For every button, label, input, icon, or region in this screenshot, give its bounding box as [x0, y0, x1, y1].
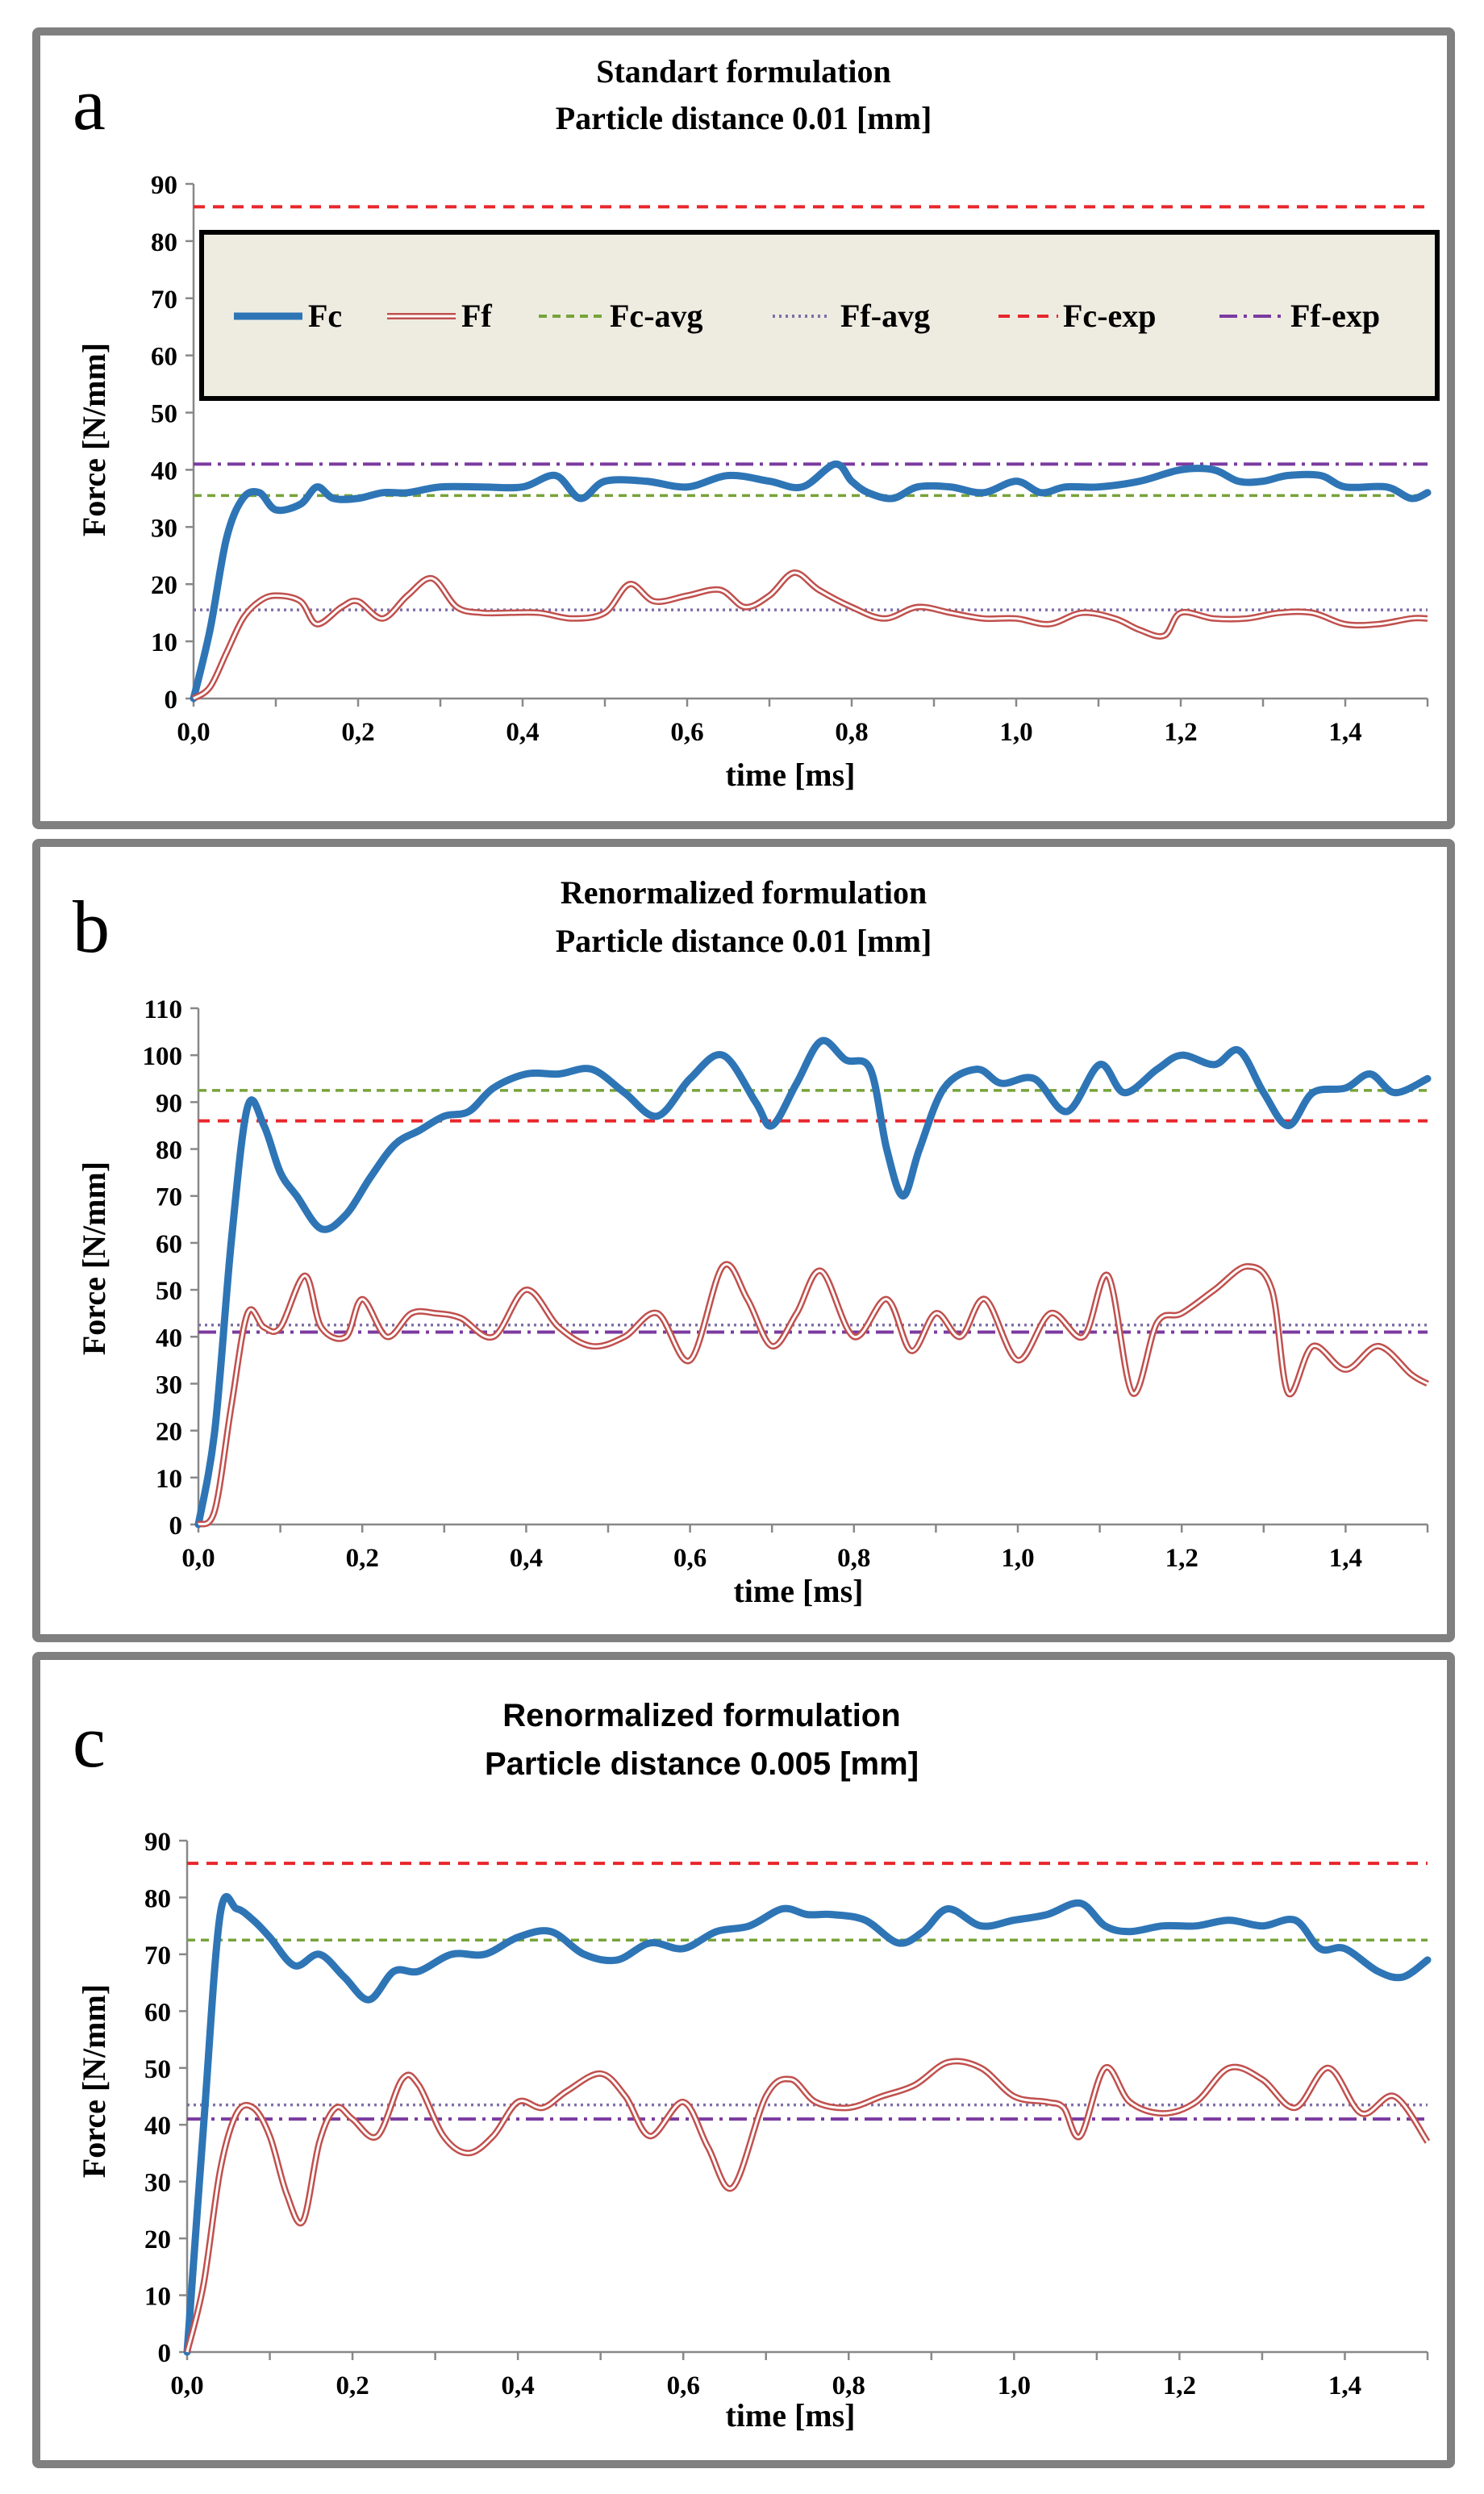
legend-label-ff-exp: Ff-exp	[1290, 298, 1380, 334]
x-tick-label: 0,2	[336, 2371, 369, 2400]
x-tick-label: 1,0	[999, 718, 1032, 747]
y-tick-label: 40	[151, 457, 177, 486]
y-tick-label: 70	[144, 1941, 171, 1971]
y-tick-label: 60	[151, 343, 177, 372]
panel-b-plot: 0 10 20 30 40 50 60 70 80 90 100 110 0,0 0,2 0,4 0,6 0,8…	[143, 995, 1432, 1573]
panel-c-xlabel: time [ms]	[725, 2397, 855, 2434]
y-tick-label: 50	[151, 400, 177, 429]
y-tick-label: 90	[144, 1828, 171, 1857]
y-tick-label: 100	[143, 1042, 183, 1071]
panel-c-ylabel: Force [N/mm]	[76, 1984, 112, 2178]
y-tick-label: 70	[156, 1183, 182, 1212]
panel-a-frame	[32, 27, 1455, 829]
legend-label-fc: Fc	[308, 298, 342, 334]
x-tick-label: 0,6	[667, 2371, 700, 2400]
panel-a-xlabel: time [ms]	[725, 757, 855, 793]
series-ff-line-inner	[193, 571, 1428, 700]
series-ff-line	[196, 1261, 1430, 1528]
panel-a-title-line2: Particle distance 0.01 [mm]	[556, 100, 932, 136]
y-tick-label: 0	[169, 1512, 183, 1541]
panel-b-xlabel: time [ms]	[733, 1573, 863, 1609]
panel-a-letter: a	[73, 63, 106, 145]
x-tick-label: 0,8	[835, 718, 868, 747]
y-tick-label: 50	[156, 1277, 182, 1306]
panel-b-letter: b	[73, 886, 110, 968]
series-ff-line-inner	[186, 2059, 1429, 2353]
legend-label-ff-avg: Ff-avg	[840, 298, 930, 334]
x-tick-label: 1,4	[1328, 2371, 1361, 2400]
x-tick-label: 1,2	[1165, 1544, 1198, 1573]
y-tick-label: 50	[144, 2055, 171, 2084]
y-tick-label: 80	[156, 1136, 182, 1166]
x-tick-label: 0,8	[832, 2371, 865, 2400]
x-tick-label: 0,0	[170, 2371, 203, 2400]
x-tick-label: 0,4	[510, 1544, 543, 1573]
panel-b-title-line2: Particle distance 0.01 [mm]	[556, 923, 932, 959]
panel-b-ylabel: Force [N/mm]	[76, 1162, 112, 1355]
x-tick-label: 1,2	[1163, 2371, 1196, 2400]
x-tick-label: 0,6	[670, 718, 703, 747]
y-tick-label: 20	[144, 2225, 171, 2254]
x-tick-label: 0,8	[837, 1544, 870, 1573]
panel-c-frame	[32, 1652, 1455, 2468]
x-tick-label: 0,0	[181, 1544, 215, 1573]
x-tick-label: 1,4	[1328, 718, 1361, 747]
series-fc-line	[190, 460, 1432, 703]
panel-b: b Renormalized formulation Particle dist…	[73, 874, 1432, 1609]
y-tick-label: 110	[144, 995, 182, 1024]
panel-c-title-line1: Renormalized formulation	[502, 1698, 900, 1733]
series-fc-line	[183, 1893, 1432, 2356]
y-tick-label: 80	[144, 1884, 171, 1913]
legend-label-fc-exp: Fc-exp	[1063, 298, 1157, 334]
y-tick-label: 0	[165, 686, 178, 715]
y-tick-label: 30	[144, 2169, 171, 2198]
y-tick-label: 70	[151, 286, 177, 315]
x-tick-label: 0,2	[346, 1544, 379, 1573]
x-tick-label: 0,4	[506, 718, 539, 747]
x-tick-label: 0,6	[673, 1544, 707, 1573]
series-ff-line-inner	[198, 1263, 1428, 1526]
y-tick-label: 40	[144, 2112, 171, 2141]
panel-b-title-line1: Renormalized formulation	[561, 874, 927, 911]
panel-c-letter: c	[73, 1700, 106, 1783]
y-tick-label: 20	[156, 1418, 182, 1447]
legend: Fc Ff Fc-avg Ff-avg Fc-exp Ff-exp	[199, 230, 1440, 401]
panel-c: c Renormalized formulation Particle dist…	[73, 1698, 1432, 2434]
y-tick-label: 0	[158, 2339, 172, 2368]
series-ff-line	[191, 569, 1428, 702]
panel-c-plot: 0 10 20 30 40 50 60 70 80 90 0,0 0,2 0,4 0,6 0,8 1,0 1,2…	[144, 1828, 1432, 2400]
y-tick-label: 40	[156, 1324, 182, 1353]
panel-c-title-line2: Particle distance 0.005 [mm]	[485, 1746, 919, 1782]
x-tick-label: 0,2	[341, 718, 374, 747]
panel-b-frame	[32, 839, 1455, 1642]
y-tick-label: 90	[156, 1089, 182, 1118]
series-fc-line	[194, 1036, 1432, 1529]
y-tick-label: 60	[156, 1230, 182, 1259]
x-tick-label: 1,2	[1164, 718, 1197, 747]
y-tick-label: 30	[151, 514, 177, 543]
y-tick-label: 90	[151, 171, 177, 200]
panel-a-plot: 0 10 20 30 40 50 60 70 80 90 0,0 0,2 0,4 0,6 0,8 1,0 1,2…	[151, 171, 1432, 747]
panel-a-title-line1: Standart formulation	[596, 53, 891, 90]
x-tick-label: 1,4	[1329, 1544, 1362, 1573]
y-tick-label: 30	[156, 1370, 182, 1399]
panel-a: a Standart formulation Particle distance…	[73, 53, 1440, 793]
legend-label-ff: Ff	[461, 298, 492, 334]
y-tick-label: 80	[151, 228, 177, 257]
y-tick-label: 10	[144, 2283, 171, 2312]
y-tick-label: 60	[144, 1998, 171, 2027]
y-tick-label: 10	[156, 1465, 182, 1494]
x-tick-label: 1,0	[1001, 1544, 1034, 1573]
x-tick-label: 0,4	[502, 2371, 535, 2400]
y-tick-label: 20	[151, 571, 177, 600]
y-tick-label: 10	[151, 628, 177, 657]
legend-label-fc-avg: Fc-avg	[610, 298, 703, 334]
x-tick-label: 1,0	[998, 2371, 1031, 2400]
panel-a-ylabel: Force [N/mm]	[76, 343, 112, 536]
x-tick-label: 0,0	[177, 718, 210, 747]
